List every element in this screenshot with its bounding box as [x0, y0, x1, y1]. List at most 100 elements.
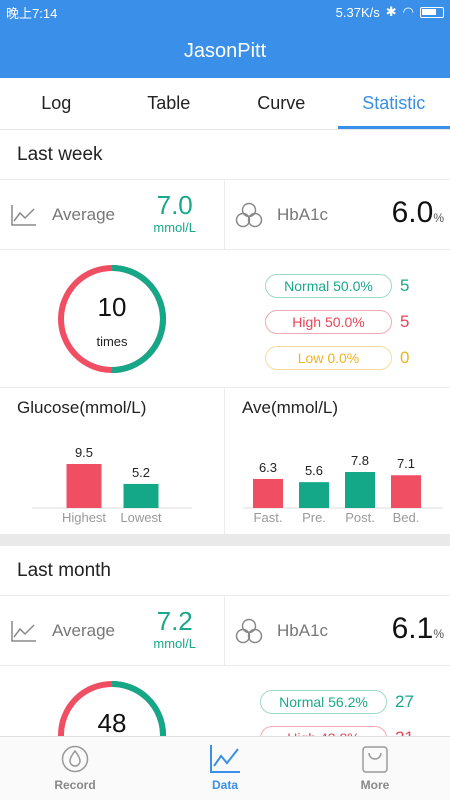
nav-data-label: Data [211, 778, 238, 792]
app-bar: JasonPitt [0, 24, 450, 78]
average-value: 7.0 [156, 190, 193, 220]
bar-value-label: 9.5 [75, 445, 93, 460]
legend-low: Low 0.0% 0 [265, 340, 409, 376]
glucose-chart-title: Glucose(mmol/L) [17, 398, 147, 417]
hba1c-value: 6.1 [391, 612, 434, 645]
bar-value-label: 5.6 [305, 463, 323, 478]
bar-post [345, 472, 375, 508]
legend-high: High 43.8% 21 [260, 720, 414, 736]
ave-chart-title: Ave(mmol/L) [242, 398, 339, 417]
bar-category-label: Pre. [302, 510, 326, 525]
ring-chart-week [58, 265, 166, 373]
bar-pre [299, 482, 329, 508]
bar-category-label: Highest [62, 510, 106, 525]
times-ring-month: 48 [57, 680, 167, 736]
average-cell: Average 7.0 mmol/L [0, 180, 225, 249]
tab-log[interactable]: Log [41, 93, 72, 113]
times-row-month: 48 Normal 56.2% 27 High 43.8% 21 [0, 666, 450, 736]
bar-value-label: 6.3 [259, 460, 277, 475]
glucose-chart: Glucose(mmol/L) 9.5 Highest 5.2 Lowest [0, 388, 225, 534]
page-title: JasonPitt [183, 39, 267, 62]
bluetooth-icon: ✱ [385, 4, 397, 19]
bar-value-label: 7.1 [397, 456, 415, 471]
wifi-icon: ◠ [402, 4, 414, 19]
bar-value-label: 5.2 [132, 465, 150, 480]
legend-normal: Normal 56.2% 27 [260, 684, 414, 720]
normal-pill: Normal 56.2% [260, 690, 387, 714]
normal-count: 27 [395, 692, 414, 711]
hba1c-cell-month: HbA1c 6.1% [225, 596, 450, 665]
bar-lowest [123, 483, 159, 508]
ave-bar-chart: 6.3 Fast. 5.6 Pre. 7.8 Post. 7.1 Bed. [243, 453, 443, 525]
times-count: 48 [97, 708, 127, 736]
statistics-scroll-area[interactable]: Last week Average 7.0 mmol/L HbA1c 6.0% [0, 130, 450, 736]
hba1c-label: HbA1c [277, 204, 329, 224]
glucose-bar-chart: 9.5 Highest 5.2 Lowest [32, 445, 192, 525]
bar-category-label: Post. [345, 510, 375, 525]
normal-pill: Normal 50.0% [265, 274, 392, 298]
hba1c-unit: % [433, 211, 444, 225]
nav-more-label: More [360, 778, 390, 792]
hba1c-cell: HbA1c 6.0% [225, 180, 450, 249]
cells-icon [235, 202, 263, 227]
legend-high: High 50.0% 5 [265, 304, 409, 340]
average-row: Average 7.0 mmol/L HbA1c 6.0% [0, 180, 450, 250]
trend-icon [11, 620, 36, 642]
bar-value-label: 7.8 [351, 453, 369, 468]
nav-record-label: Record [54, 778, 96, 792]
hba1c-label: HbA1c [277, 620, 329, 640]
range-legend-month: Normal 56.2% 27 High 43.8% 21 [260, 684, 414, 736]
ring-normal-arc [58, 681, 166, 736]
tab-table[interactable]: Table [147, 93, 191, 113]
bar-category-label: Fast. [254, 510, 283, 525]
ave-chart: Ave(mmol/L) 6.3 Fast. 5.6 Pre. 7.8 Post. 7.1 Be… [225, 388, 450, 534]
bottom-nav: Record Data More [0, 736, 450, 800]
times-ring: 10 times [57, 264, 167, 374]
nav-data[interactable]: Data [150, 737, 300, 800]
trend-icon [11, 204, 36, 226]
high-pill: High 50.0% [265, 310, 392, 334]
tab-curve[interactable]: Curve [257, 93, 306, 113]
low-pill: Low 0.0% [265, 346, 392, 370]
charts-row: Glucose(mmol/L) 9.5 Highest 5.2 Lowest Ave(… [0, 388, 450, 534]
bar-category-label: Bed. [393, 510, 420, 525]
bar-fast [253, 478, 283, 508]
chart-icon [210, 745, 240, 773]
ring-chart-month [58, 681, 166, 736]
high-count: 5 [400, 312, 410, 331]
times-unit: times [96, 334, 128, 349]
times-row: 10 times Normal 50.0% 5 High 50.0% 5 Low… [0, 250, 450, 388]
network-speed: 5.37K/s [335, 4, 380, 20]
section-divider [0, 534, 450, 546]
average-row-month: Average 7.2 mmol/L HbA1c 6.1% [0, 596, 450, 666]
tab-bar: Log Table Curve Statistic [0, 78, 450, 130]
hba1c-unit: % [433, 627, 444, 641]
average-label: Average [52, 620, 116, 640]
battery-icon [420, 6, 444, 18]
normal-count: 5 [400, 276, 410, 295]
drop-icon [61, 745, 89, 773]
status-time: 晚上7:14 [6, 5, 58, 21]
average-unit: mmol/L [153, 636, 196, 651]
average-cell-month: Average 7.2 mmol/L [0, 596, 225, 665]
section-title-last-month: Last month [0, 546, 450, 596]
average-unit: mmol/L [153, 220, 196, 235]
status-bar: 晚上7:14 5.37K/s ✱ ◠ [0, 0, 450, 24]
bar-highest [66, 464, 102, 508]
average-label: Average [52, 204, 116, 224]
tab-statistic[interactable]: Statistic [337, 78, 450, 129]
bar-bed [391, 475, 421, 508]
bar-category-label: Lowest [120, 510, 162, 525]
bag-icon [362, 746, 388, 773]
nav-more[interactable]: More [300, 737, 450, 800]
range-legend: Normal 50.0% 5 High 50.0% 5 Low 0.0% 0 [265, 268, 409, 376]
hba1c-value: 6.0 [391, 196, 434, 229]
ring-normal-arc [58, 265, 166, 373]
times-count: 10 [97, 292, 127, 322]
cells-icon [235, 618, 263, 643]
low-count: 0 [400, 348, 410, 367]
section-title-last-week: Last week [0, 130, 450, 180]
legend-normal: Normal 50.0% 5 [265, 268, 409, 304]
nav-record[interactable]: Record [0, 737, 150, 800]
average-value: 7.2 [156, 606, 193, 636]
